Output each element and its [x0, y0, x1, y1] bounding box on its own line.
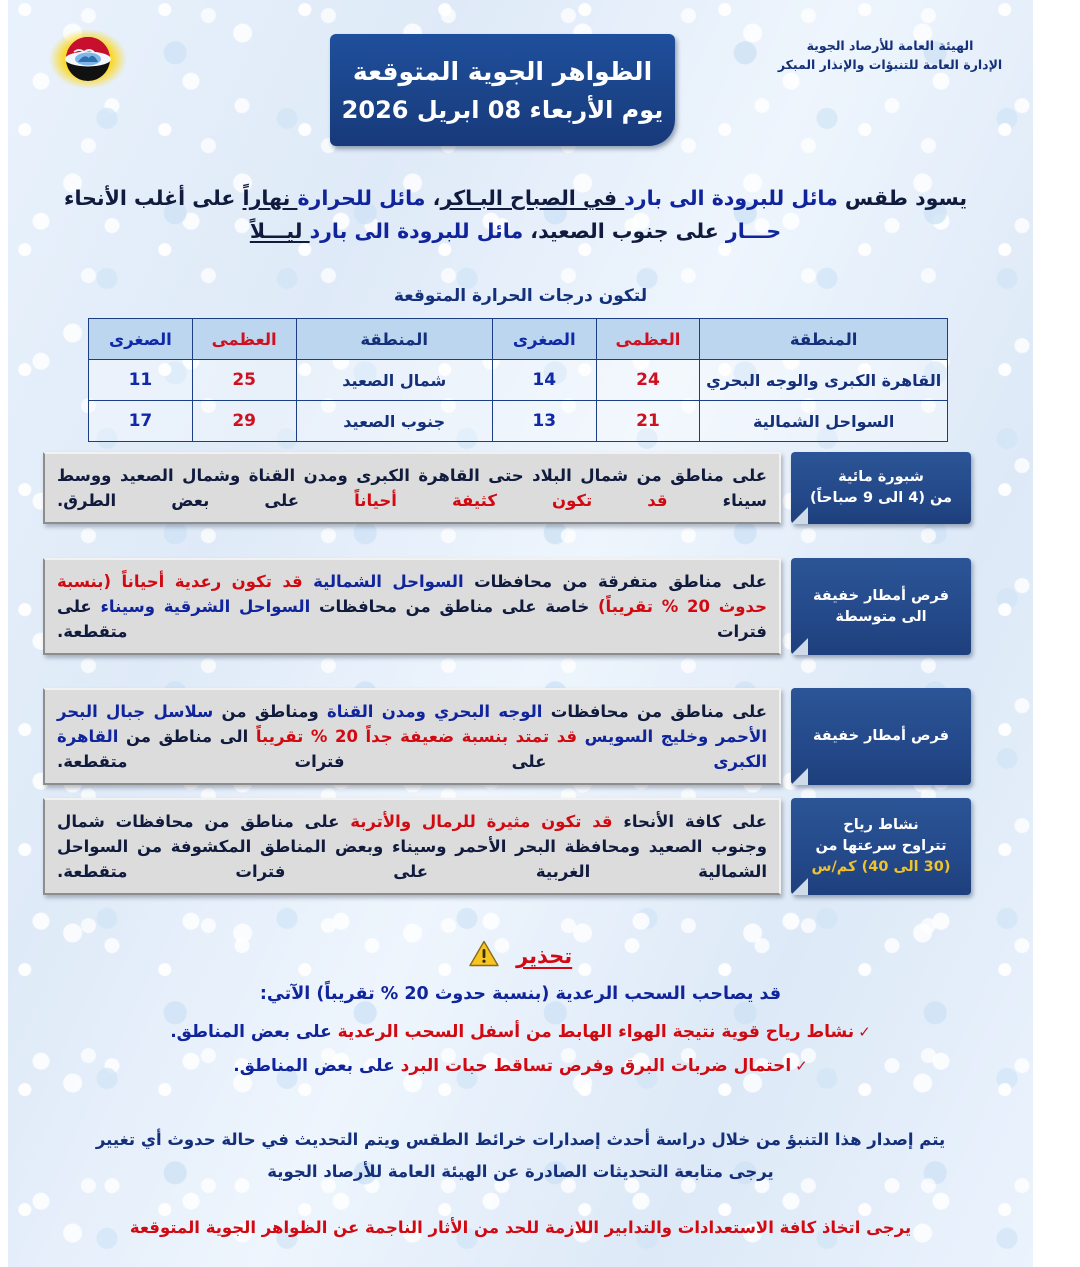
- badge-line-2: الى متوسطة: [835, 608, 927, 625]
- cell-min-left: 17: [88, 400, 193, 442]
- phenomenon-text-wind: على كافة الأنحاء قد تكون مثيرة للرمال وا…: [43, 798, 781, 896]
- warning-bullet-2-main: احتمال ضربات البرق وفرص تساقط حبات البرد: [400, 1056, 792, 1076]
- cell-max-left: 25: [191, 359, 297, 401]
- rainlight-seg-c: ومناطق من: [213, 702, 328, 721]
- phenomenon-row-fog: شبورة مائية من (4 الى 9 صباحاً) على مناط…: [43, 452, 971, 525]
- summary-seg-2: مائل للبرودة الى بارد: [624, 186, 838, 210]
- footer-advisory: يرجى اتخاذ كافة الاستعدادات والتدابير ال…: [129, 1218, 912, 1237]
- footer-line-2: يرجى متابعة التحديثات الصادرة عن الهيئة …: [267, 1162, 774, 1181]
- summary-seg-3: في الصباح البـاكر: [440, 186, 625, 210]
- organization-name: الهيئة العامة للأرصاد الجوية الإدارة الع…: [765, 36, 1015, 75]
- wind-seg-a: على كافة الأنحاء: [612, 812, 767, 831]
- header-region-left: المنطقة: [295, 318, 493, 360]
- rainlight-seg-e: قد تمتد بنسبة ضعيفة جداً 20 % تقريباً: [255, 727, 585, 747]
- table-row: السواحل الشمالية 21 13 جنوب الصعيد 29 17: [88, 400, 948, 442]
- summary-seg-11: ليـــلاً: [249, 219, 310, 244]
- table-caption: لتكون درجات الحرارة المتوقعة: [393, 286, 648, 306]
- warning-bullet-1-main: نشاط رياح قوية نتيجة الهواء الهابط من أس…: [337, 1022, 855, 1042]
- fog-seg-b: قد تكون كثيفة أحياناً: [354, 491, 668, 511]
- rainmod-seg-d: خاصة على مناطق من محافظات: [310, 597, 598, 617]
- table-row: القاهرة الكبرى والوجه البحري 24 14 شمال …: [88, 359, 948, 401]
- rainlight-seg-g: القاهرة الكبرى: [57, 727, 767, 772]
- title-banner: الظواهر الجوية المتوقعة يوم الأربعاء 08 …: [330, 34, 675, 146]
- warning-triangle-icon: [469, 940, 499, 972]
- cell-region-left: شمال الصعيد: [295, 359, 493, 401]
- cell-min-left: 11: [88, 359, 193, 401]
- badge-line-1: شبورة مائية: [838, 469, 924, 486]
- warning-heading: تحذير: [8, 940, 1033, 972]
- cell-max-right: 21: [595, 400, 701, 442]
- phenomenon-row-rain-moderate: فرص أمطار خفيفة الى متوسطة على مناطق متف…: [43, 558, 971, 656]
- phenomenon-row-wind: نشاط رياح تتراوح سرعتها من (30 الى 40) ك…: [43, 798, 971, 896]
- warning-bullet-2-tail: على بعض المناطق.: [233, 1056, 401, 1076]
- phenomenon-badge-rain-moderate: فرص أمطار خفيفة الى متوسطة: [791, 558, 971, 656]
- forecast-summary: يسود طقس مائل للبرودة الى بارد في الصباح…: [43, 182, 988, 248]
- fog-seg-a: على مناطق من شمال البلاد حتى القاهرة الك…: [57, 466, 767, 511]
- page-title: الظواهر الجوية المتوقعة: [352, 56, 653, 86]
- phenomenon-text-rain-moderate: على مناطق متفرقة من محافظات السواحل الشم…: [43, 558, 781, 656]
- summary-seg-9: على جنوب الصعيد،: [523, 219, 726, 244]
- warning-bullet-1-tail: على بعض المناطق.: [170, 1022, 338, 1042]
- egyptian-meteorological-authority-logo: [48, 28, 128, 90]
- rainmod-seg-e: السواحل الشرقية وسيناء: [100, 597, 311, 617]
- phenomenon-badge-wind: نشاط رياح تتراوح سرعتها من (30 الى 40) ك…: [791, 798, 971, 896]
- warning-label: تحذير: [516, 944, 573, 968]
- phenomenon-row-rain-light: فرص أمطار خفيفة على مناطق من محافظات الو…: [43, 688, 971, 786]
- summary-seg-7: على أغلب الأنحاء: [63, 186, 243, 210]
- footer-line-1: يتم إصدار هذا التنبؤ من خلال دراسة أحدث …: [95, 1130, 946, 1149]
- cell-max-left: 29: [191, 400, 297, 442]
- org-line-2: الإدارة العامة للتنبؤات والإنذار المبكر: [777, 57, 1003, 73]
- rainlight-seg-d: سلاسل جبال البحر الأحمر وخليج السويس: [57, 702, 767, 747]
- warning-bullet-1: ✓نشاط رياح قوية نتيجة الهواء الهابط من أ…: [8, 1022, 1033, 1042]
- cell-region-left: جنوب الصعيد: [295, 400, 493, 442]
- temperature-table: المنطقة العظمى الصغرى المنطقة العظمى الص…: [88, 318, 948, 442]
- badge-line-2: من (4 الى 9 صباحاً): [809, 490, 953, 507]
- phenomenon-text-rain-light: على مناطق من محافظات الوجه البحري ومدن ا…: [43, 688, 781, 786]
- rainlight-seg-h: على فترات متقطعة.: [57, 752, 714, 772]
- badge-line-1: فرص أمطار خفيفة: [813, 587, 950, 604]
- warning-lead-text: قد يصاحب السحب الرعدية (بنسبة حدوث 20 % …: [259, 984, 782, 1004]
- rainlight-seg-b: الوجه البحري ومدن القناة: [327, 702, 543, 721]
- wind-seg-c: على مناطق من محافظات شمال وجنوب الصعيد و…: [57, 812, 767, 882]
- forecast-date: يوم الأربعاء 08 ابريل 2026: [341, 95, 664, 124]
- phenomenon-text-fog: على مناطق من شمال البلاد حتى القاهرة الك…: [43, 452, 781, 525]
- badge-line-2: تتراوح سرعتها من: [815, 838, 947, 855]
- warning-bullet-2: ✓احتمال ضربات البرق وفرص تساقط حبات البر…: [8, 1056, 1033, 1076]
- header-min-left: الصغرى: [88, 318, 193, 360]
- summary-seg-5: مائل للحرارة: [297, 186, 426, 210]
- summary-seg-8: حـــار: [725, 219, 782, 244]
- header-max-right: العظمى: [595, 318, 701, 360]
- summary-seg-10: مائل للبرودة الى بارد: [309, 219, 524, 244]
- cell-max-right: 24: [595, 359, 701, 401]
- wind-seg-b: قد تكون مثيرة للرمال والأتربة: [350, 812, 613, 831]
- summary-seg-1: يسود طقس: [837, 186, 968, 210]
- forecast-page: الهيئة العامة للأرصاد الجوية الإدارة الع…: [8, 0, 1033, 1267]
- summary-seg-4: ،: [425, 186, 441, 210]
- header-region-right: المنطقة: [699, 318, 948, 360]
- badge-line-1: فرص أمطار خفيفة: [813, 728, 950, 745]
- badge-line-3: (30 الى 40) كم/س: [811, 859, 951, 876]
- rainlight-seg-f: الى مناطق من: [118, 727, 256, 747]
- phenomenon-badge-fog: شبورة مائية من (4 الى 9 صباحاً): [791, 452, 971, 525]
- cell-region-right: القاهرة الكبرى والوجه البحري: [699, 359, 948, 401]
- check-icon: ✓: [795, 1057, 808, 1075]
- cell-min-right: 14: [491, 359, 597, 401]
- rainmod-seg-a: على مناطق متفرقة من محافظات: [463, 572, 768, 591]
- summary-seg-6: نهاراً: [242, 186, 298, 210]
- rainmod-seg-b: السواحل الشمالية: [313, 572, 464, 591]
- rainlight-seg-a: على مناطق من محافظات: [542, 702, 767, 721]
- org-line-1: الهيئة العامة للأرصاد الجوية: [806, 38, 974, 53]
- cell-region-right: السواحل الشمالية: [699, 400, 948, 442]
- check-icon: ✓: [858, 1023, 871, 1041]
- rainmod-seg-f: على فترات متقطعة.: [57, 597, 767, 642]
- phenomenon-badge-rain-light: فرص أمطار خفيفة: [791, 688, 971, 786]
- badge-line-1: نشاط رياح: [843, 817, 919, 834]
- cell-min-right: 13: [491, 400, 597, 442]
- header-max-left: العظمى: [191, 318, 297, 360]
- header-min-right: الصغرى: [491, 318, 597, 360]
- rainmod-seg-c: قد تكون رعدية أحياناً (بنسبة حدوث 20 % ت…: [57, 572, 767, 617]
- fog-seg-c: على بعض الطرق.: [57, 491, 355, 511]
- table-header-row: المنطقة العظمى الصغرى المنطقة العظمى الص…: [88, 318, 948, 360]
